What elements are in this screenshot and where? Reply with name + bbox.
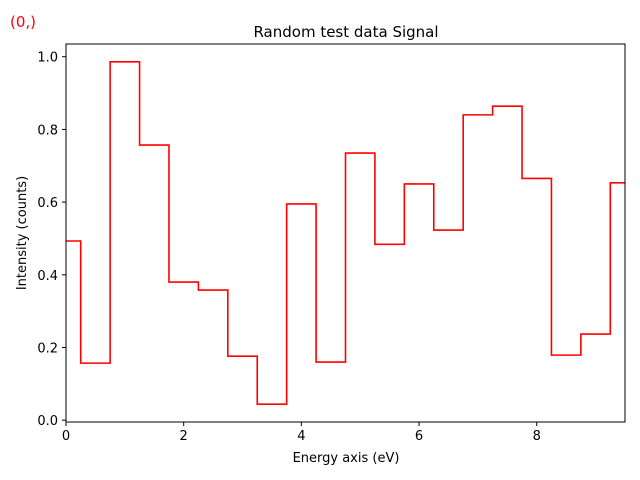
series-layer bbox=[66, 61, 625, 405]
y-tick-label: 0.6 bbox=[37, 196, 58, 211]
plot-frame bbox=[65, 43, 626, 423]
x-tick-label: 6 bbox=[415, 429, 423, 444]
x-tick-label: 4 bbox=[297, 429, 305, 444]
x-axis-label: Energy axis (eV) bbox=[293, 451, 400, 466]
corner-label: (0,) bbox=[10, 13, 36, 31]
y-tick-label: 0.0 bbox=[37, 414, 58, 429]
y-axis-label: Intensity (counts) bbox=[15, 176, 30, 290]
y-axis-ticks: 0.0 0.2 0.4 0.6 0.8 1.0 bbox=[37, 51, 66, 429]
x-tick-label: 2 bbox=[180, 429, 188, 444]
x-tick-label: 0 bbox=[62, 429, 70, 444]
x-axis-ticks: 0 2 4 6 8 bbox=[62, 422, 541, 444]
signal-step-line bbox=[66, 61, 625, 405]
y-tick-label: 0.8 bbox=[37, 123, 58, 138]
y-tick-label: 0.4 bbox=[37, 269, 58, 284]
y-tick-label: 0.2 bbox=[37, 341, 58, 356]
x-tick-label: 8 bbox=[533, 429, 541, 444]
plot-area bbox=[65, 43, 626, 423]
y-tick-label: 1.0 bbox=[37, 51, 58, 66]
chart-title: Random test data Signal bbox=[253, 23, 438, 41]
